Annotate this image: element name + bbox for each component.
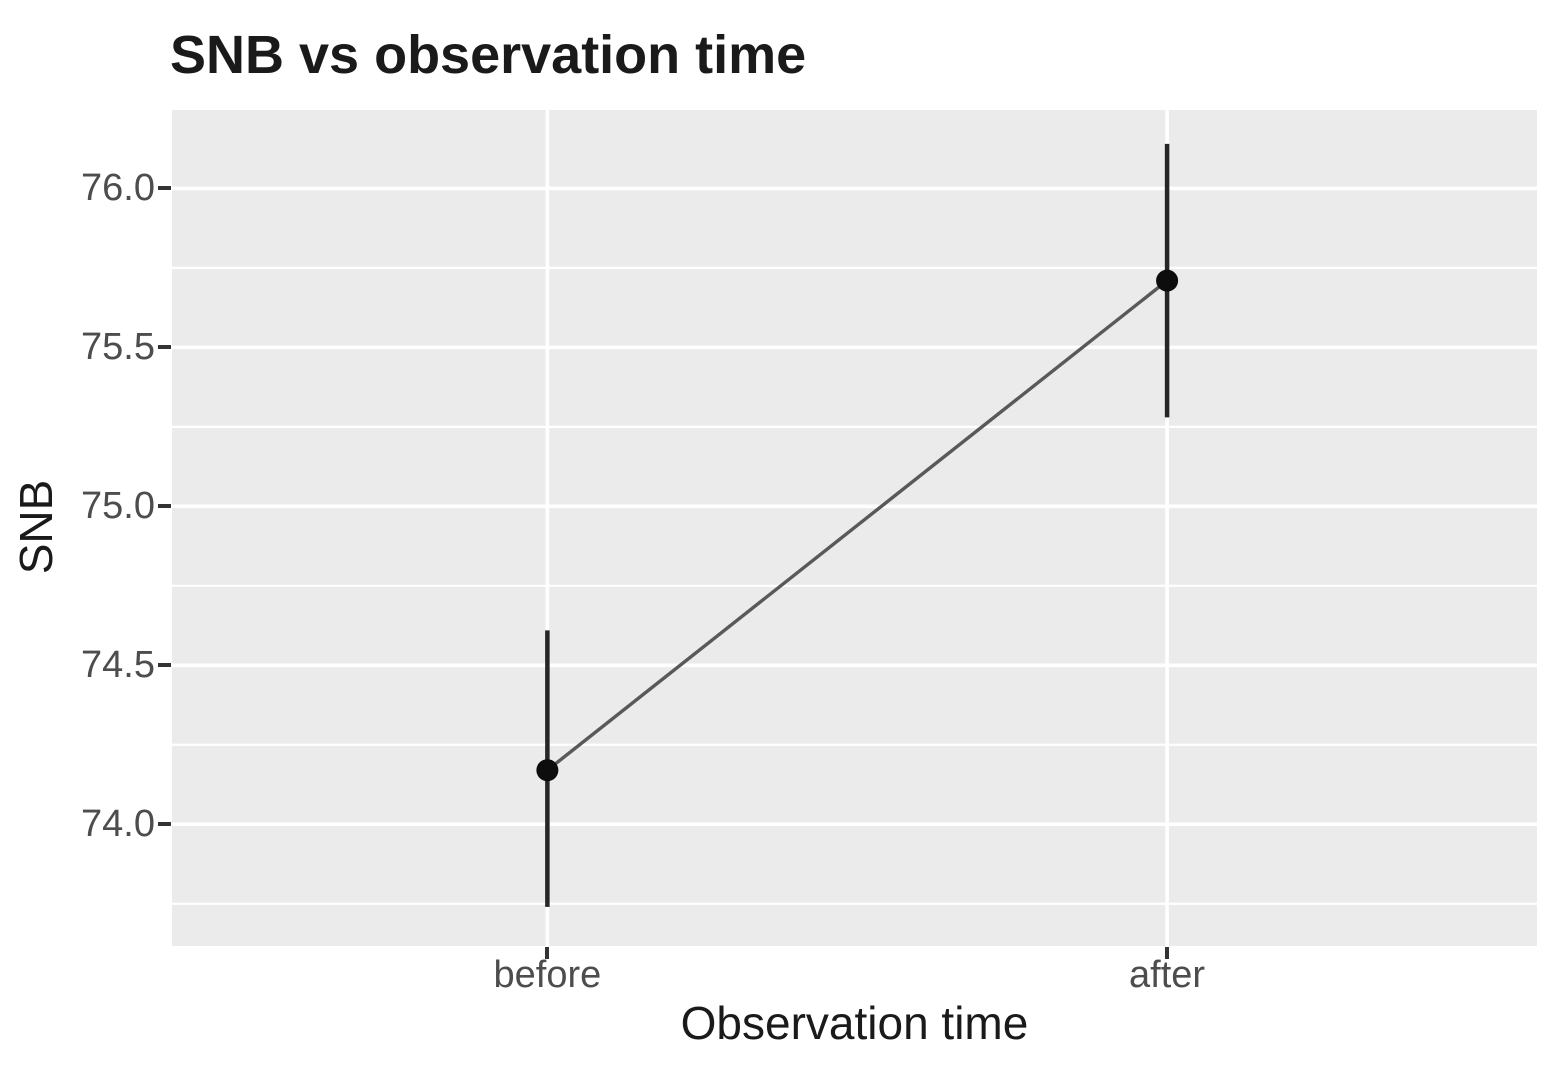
plot-panel	[172, 108, 1537, 946]
x-tick-mark	[1165, 947, 1170, 959]
x-axis-title: Observation time	[680, 997, 1029, 1049]
data-point-after	[1156, 269, 1179, 292]
data-point-before	[536, 759, 559, 782]
chart-title: SNB vs observation time	[170, 25, 807, 85]
x-tick-label-before: before	[493, 954, 602, 996]
y-tick-mark	[158, 186, 171, 191]
plot-area-svg	[172, 108, 1537, 946]
x-tick-label-after: after	[1129, 954, 1206, 996]
y-tick-label: 75.0	[81, 485, 155, 528]
y-tick-label: 74.5	[81, 644, 155, 687]
y-tick-label: 74.0	[81, 803, 155, 846]
x-tick-mark	[545, 947, 550, 959]
trend-line	[546, 279, 1169, 772]
y-tick-mark	[158, 345, 171, 350]
y-tick-mark	[158, 504, 171, 509]
y-tick-mark	[158, 822, 171, 827]
y-tick-mark	[158, 663, 171, 668]
y-tick-label: 76.0	[81, 167, 155, 210]
y-tick-label: 75.5	[81, 326, 155, 369]
